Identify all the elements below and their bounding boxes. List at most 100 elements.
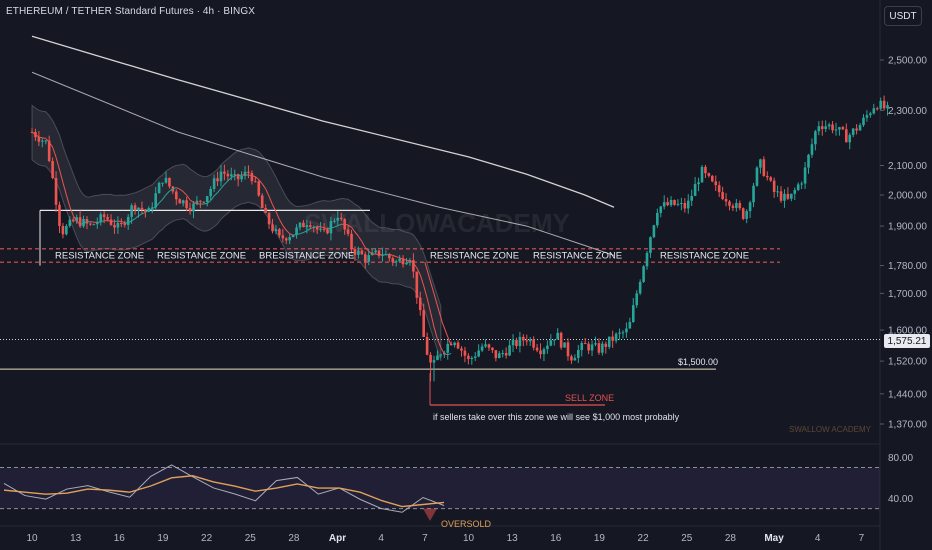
trend-line-segment — [203, 202, 208, 205]
candle-body — [714, 181, 718, 186]
price-axis[interactable]: 2,500.00 2,300.00 2,100.00 2,000.00 1,900.00… — [880, 56, 927, 431]
candle-body — [645, 252, 649, 267]
candle-body — [776, 191, 779, 193]
candle-body — [291, 234, 295, 238]
time-tick-label: Apr — [329, 533, 346, 544]
candle-body — [796, 184, 800, 190]
trend-line-segment — [265, 188, 270, 197]
candle-body — [724, 199, 728, 202]
candle-body — [422, 310, 425, 337]
candle-body — [195, 200, 199, 204]
candle-body — [690, 195, 693, 201]
candle-body — [164, 177, 168, 183]
candle-body — [683, 202, 687, 209]
candle-body — [250, 172, 254, 182]
candle-body — [662, 202, 666, 207]
bollinger-band-area — [31, 104, 442, 361]
candle-body — [436, 355, 439, 361]
candle-body — [563, 342, 566, 348]
trend-line-segment — [248, 174, 252, 177]
candle-body — [535, 347, 539, 351]
candle-body — [363, 254, 367, 262]
time-axis[interactable]: 10 13 16 19 22 25 28 Apr 4 7 10 13 16 19 22 25 28 May 4 7 — [26, 533, 864, 544]
trend-line-segment — [35, 134, 40, 138]
candle-body — [398, 258, 401, 262]
candle-body — [264, 207, 267, 213]
trend-line-segment — [275, 211, 280, 220]
time-tick-label: 25 — [245, 533, 257, 544]
candle-body — [226, 173, 230, 177]
trend-line-segment — [45, 138, 50, 143]
time-tick-label: 19 — [594, 533, 606, 544]
candle-body — [820, 126, 824, 129]
trend-line-segment — [444, 353, 448, 356]
candle-body — [886, 105, 889, 109]
candle-body — [841, 127, 845, 130]
trend-line-segment — [337, 223, 342, 227]
candle-body — [862, 117, 865, 126]
candle-body — [594, 343, 597, 345]
candle-body — [54, 177, 58, 205]
trend-line-segment — [392, 254, 397, 258]
time-tick-label: 7 — [859, 533, 865, 544]
candle-body — [717, 185, 721, 193]
trend-line-segment — [272, 204, 277, 212]
currency-button[interactable]: USDT — [884, 6, 922, 26]
trend-line-segment — [179, 188, 184, 192]
candle-body — [460, 348, 463, 351]
candle-body — [669, 199, 673, 206]
candle-body — [573, 357, 577, 361]
candle-body — [89, 223, 92, 225]
price-tick-label: 2,300.00 — [888, 106, 927, 117]
candle-body — [577, 350, 580, 358]
candle-body — [205, 196, 209, 202]
price-tick-label: 1,600.00 — [888, 326, 927, 337]
candle-body — [834, 129, 838, 131]
trend-line-segment — [419, 274, 425, 286]
candle-body — [350, 233, 353, 250]
candle-body — [865, 115, 869, 118]
candle-body — [504, 353, 508, 356]
candle-body — [322, 228, 326, 230]
resistance-zone-label: RESISTANCE ZONE — [533, 250, 622, 261]
candle-body — [611, 336, 614, 341]
candle-body — [51, 161, 54, 178]
candle-body — [597, 343, 601, 353]
trend-line-segment — [189, 199, 194, 203]
candle-body — [752, 185, 755, 203]
candle-body — [78, 217, 82, 227]
candle-body — [738, 203, 742, 209]
price-tick-label: 1,370.00 — [888, 420, 927, 431]
trend-line-segment — [293, 234, 297, 236]
candle-body — [638, 281, 642, 294]
candle-body — [185, 200, 188, 209]
candle-body — [618, 332, 621, 334]
trend-line-segment — [213, 192, 218, 197]
candle-body — [693, 184, 697, 196]
candle-body — [298, 222, 302, 228]
time-tick-label: 10 — [463, 533, 475, 544]
candle-body — [473, 356, 477, 358]
trend-line-segment — [313, 226, 318, 228]
trend-line-segment — [261, 183, 267, 190]
trend-line-segment — [83, 221, 88, 224]
candle-body — [539, 350, 542, 355]
candle-body — [302, 222, 305, 228]
trend-line-segment — [65, 194, 71, 207]
candle-body — [497, 353, 501, 359]
candle-body — [487, 344, 491, 348]
time-tick-label: 25 — [681, 533, 693, 544]
moving-averages — [31, 35, 615, 356]
candle-body — [61, 226, 65, 235]
candle-body — [590, 344, 594, 351]
candle-body — [360, 250, 364, 255]
candle-body — [845, 129, 848, 143]
trend-line-segment — [206, 200, 211, 204]
candle-body — [511, 339, 515, 346]
candle-body — [175, 191, 178, 200]
time-tick-label: 19 — [157, 533, 169, 544]
candle-body — [532, 339, 535, 348]
trend-line-segment — [402, 258, 407, 261]
candle-body — [508, 345, 511, 356]
